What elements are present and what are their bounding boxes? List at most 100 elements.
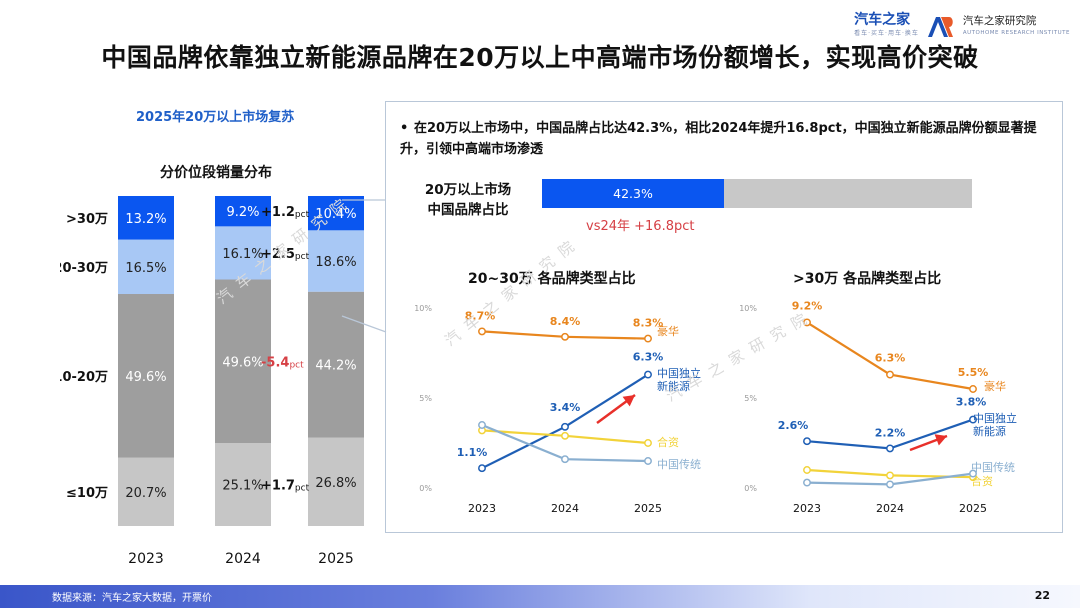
data-label: 5.5% [958, 366, 989, 379]
bar-category-label: 2025 [318, 551, 354, 567]
share-label-line1: 20万以上市场 [424, 182, 512, 198]
series-point [803, 478, 811, 487]
change-label: -5.4pct [261, 355, 304, 370]
series-point [803, 437, 811, 446]
chart-title-20-30: 20~30万 各品牌类型占比 [468, 271, 636, 287]
segment-label: 10-20万 [60, 370, 108, 385]
share-label-line2: 中国品牌占比 [427, 202, 509, 218]
series-point [561, 422, 569, 431]
y-tick-label: 0% [419, 484, 432, 493]
bar-segment [215, 196, 271, 227]
series-point [886, 370, 894, 379]
bar-segment [118, 457, 174, 526]
series-point [969, 469, 977, 478]
data-label: 9.2% [792, 299, 823, 312]
bar-value-label: 49.6% [125, 370, 166, 385]
footer-bar [0, 585, 1080, 608]
data-label: 2.6% [778, 419, 809, 432]
series-point [561, 332, 569, 341]
autohome-logo: 汽车之家 看车·买车·用车·换车 [854, 13, 919, 41]
series-legend-label: 合资 [971, 474, 993, 488]
x-tick-label: 2025 [634, 502, 662, 515]
series-point [644, 370, 652, 379]
data-label: 3.8% [956, 396, 987, 409]
x-tick-label: 2023 [793, 502, 821, 515]
x-tick-label: 2023 [468, 502, 496, 515]
segment-label: 20-30万 [60, 261, 108, 276]
data-source: 数据来源：汽车之家大数据，开票价 [52, 593, 212, 604]
data-label: 8.7% [465, 309, 496, 322]
autohome-logo-text: 汽车之家 [854, 12, 911, 28]
autohome-logo-sub: 看车·买车·用车·换车 [854, 30, 919, 37]
distribution-title: 分价位段销量分布 [160, 165, 272, 181]
bar-value-label: 20.7% [125, 486, 166, 501]
bullet-dot: • [400, 121, 409, 136]
bar-value-label: 16.1% [222, 247, 263, 262]
series-point [803, 466, 811, 474]
y-tick-label: 0% [744, 484, 757, 493]
bar-value-label: 9.2% [226, 205, 259, 220]
bar-value-label: 44.2% [315, 359, 356, 374]
bar-value-label: 25.1% [222, 479, 263, 494]
series-point [886, 480, 894, 489]
data-label: 8.4% [550, 315, 581, 328]
x-tick-label: 2024 [876, 502, 904, 515]
summary-text: 在20万以上市场中，中国品牌占比达42.3%，相比2024年提升16.8pct，… [400, 121, 1037, 157]
series-point [886, 471, 894, 480]
y-tick-label: 5% [744, 394, 757, 403]
research-institute-name-text: 汽车之家研究院 [962, 15, 1037, 27]
bar-value-label: 18.6% [315, 255, 356, 270]
x-tick-label: 2025 [959, 502, 987, 515]
bar-segment [118, 239, 174, 295]
research-institute-name: 汽车之家研究院 AUTOHOME RESEARCH INSTITUTE [963, 15, 1070, 39]
data-label: 8.3% [633, 317, 664, 330]
y-tick-label: 5% [419, 394, 432, 403]
bar-value-label: 26.8% [315, 476, 356, 491]
trend-arrowhead-icon [934, 434, 947, 446]
bar-segment [308, 437, 364, 526]
bar-category-label: 2024 [225, 551, 261, 567]
trend-arrowhead-icon [622, 395, 635, 407]
series-point [478, 421, 486, 429]
bar-segment [215, 226, 271, 280]
series-legend-label: 中国独立新能源 [973, 411, 1017, 438]
zoom-connector [341, 199, 387, 333]
series-point [644, 439, 652, 447]
series-legend-label: 中国传统 [657, 458, 701, 471]
series-legend-label: 中国传统 [971, 461, 1015, 474]
summary-bullet: • 在20万以上市场中，中国品牌占比达42.3%，相比2024年提升16.8pct… [400, 118, 1040, 160]
line-chart-30plus: 0% 5% 10% 2023 2024 2025 9.2% 6.3% 5.5% 2.6% 2.2% 3… [739, 299, 1017, 515]
series-point [644, 457, 652, 465]
series-point [969, 415, 977, 424]
data-label: 2.2% [875, 426, 906, 439]
change-label: +1.2pct [261, 205, 310, 220]
bar-segment [308, 291, 364, 438]
page-title: 中国品牌依靠独立新能源品牌在20万以上中高端市场份额增长，实现高价突破 [101, 43, 979, 72]
series-legend-label: 豪华 [984, 379, 1006, 393]
data-label: 3.4% [550, 401, 581, 414]
page-number: 22 [1034, 589, 1050, 602]
series-line [481, 373, 649, 470]
series-point [644, 334, 652, 343]
bar-segment [215, 443, 271, 526]
segment-label: >30万 [66, 212, 108, 227]
research-institute-name-sub: AUTOHOME RESEARCH INSTITUTE [962, 30, 1070, 36]
data-label: 6.3% [875, 352, 906, 365]
share-bar-fill [542, 179, 724, 208]
bar-value-label: 10.4% [315, 207, 356, 222]
bar-value-label: 13.2% [125, 212, 166, 227]
series-point [969, 385, 977, 393]
bar-segment [308, 196, 364, 231]
china-brand-share-label: 20万以上市场 中国品牌占比 [412, 180, 524, 220]
chart-title-30plus: >30万 各品牌类型占比 [793, 271, 942, 287]
bar-segment [118, 294, 174, 458]
bar-category-label: 2023 [128, 551, 164, 567]
data-label: 6.3% [633, 351, 664, 364]
left-subtitle: 2025年20万以上市场复苏 [136, 110, 295, 125]
share-delta: vs24年 +16.8pct [586, 219, 695, 234]
line-chart-20-30: 0% 5% 10% 2023 2024 2025 8.7% 8.4% 8.3% 1.1% 3.4% 6… [414, 304, 701, 515]
bar-value-label: 16.5% [125, 261, 166, 276]
research-institute-logo-icon [927, 15, 955, 39]
series-point [803, 318, 811, 327]
bar-segment [118, 196, 174, 240]
